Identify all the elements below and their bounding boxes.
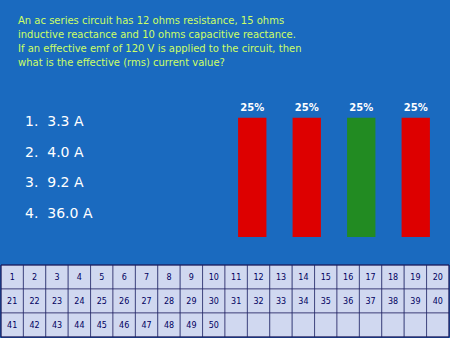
svg-text:3. 9.2 A: 3. 9.2 A <box>25 174 84 190</box>
svg-text:45: 45 <box>97 321 107 330</box>
svg-text:35: 35 <box>321 297 331 306</box>
svg-text:34: 34 <box>298 297 308 306</box>
svg-text:4: 4 <box>77 273 82 282</box>
svg-text:7: 7 <box>144 273 149 282</box>
svg-text:inductive reactance and 10 ohm: inductive reactance and 10 ohms capaciti… <box>18 29 296 40</box>
svg-text:4. 36.0 A: 4. 36.0 A <box>25 205 93 221</box>
svg-text:16: 16 <box>343 273 353 282</box>
svg-text:23: 23 <box>52 297 62 306</box>
svg-text:1. 3.3 A: 1. 3.3 A <box>25 113 84 129</box>
svg-text:what is the effective (rms) cu: what is the effective (rms) current valu… <box>18 57 225 68</box>
svg-text:42: 42 <box>30 321 40 330</box>
svg-text:25%: 25% <box>349 102 373 113</box>
svg-text:33: 33 <box>276 297 286 306</box>
svg-text:47: 47 <box>142 321 152 330</box>
svg-text:11: 11 <box>231 273 241 282</box>
svg-text:5: 5 <box>99 273 104 282</box>
svg-text:19: 19 <box>410 273 420 282</box>
svg-text:39: 39 <box>410 297 420 306</box>
svg-text:9: 9 <box>189 273 194 282</box>
svg-text:41: 41 <box>7 321 17 330</box>
svg-text:25%: 25% <box>295 102 319 113</box>
svg-text:37: 37 <box>366 297 376 306</box>
svg-text:An ac series circuit has 12 oh: An ac series circuit has 12 ohms resista… <box>18 15 284 26</box>
svg-text:21: 21 <box>7 297 17 306</box>
svg-text:50: 50 <box>209 321 219 330</box>
svg-text:2. 4.0 A: 2. 4.0 A <box>25 144 84 160</box>
svg-text:46: 46 <box>119 321 129 330</box>
svg-text:26: 26 <box>119 297 129 306</box>
svg-text:31: 31 <box>231 297 241 306</box>
svg-text:20: 20 <box>433 273 443 282</box>
svg-text:8: 8 <box>166 273 171 282</box>
svg-text:10: 10 <box>209 273 219 282</box>
svg-text:30: 30 <box>209 297 219 306</box>
svg-text:24: 24 <box>74 297 84 306</box>
svg-text:48: 48 <box>164 321 174 330</box>
svg-text:25: 25 <box>97 297 107 306</box>
svg-text:18: 18 <box>388 273 398 282</box>
svg-text:6: 6 <box>122 273 127 282</box>
svg-text:15: 15 <box>321 273 331 282</box>
svg-text:14: 14 <box>298 273 308 282</box>
svg-text:49: 49 <box>186 321 196 330</box>
svg-text:32: 32 <box>254 297 264 306</box>
svg-text:44: 44 <box>74 321 84 330</box>
svg-text:2: 2 <box>32 273 37 282</box>
svg-text:38: 38 <box>388 297 398 306</box>
svg-text:If an effective emf of 120 V i: If an effective emf of 120 V is applied … <box>18 43 301 54</box>
svg-text:27: 27 <box>142 297 152 306</box>
svg-text:12: 12 <box>254 273 264 282</box>
svg-text:22: 22 <box>30 297 40 306</box>
svg-text:25%: 25% <box>404 102 428 113</box>
svg-text:36: 36 <box>343 297 353 306</box>
svg-text:40: 40 <box>433 297 443 306</box>
svg-text:29: 29 <box>186 297 196 306</box>
svg-text:3: 3 <box>54 273 59 282</box>
svg-text:17: 17 <box>366 273 376 282</box>
svg-text:25%: 25% <box>240 102 264 113</box>
svg-text:43: 43 <box>52 321 62 330</box>
svg-text:28: 28 <box>164 297 174 306</box>
svg-text:13: 13 <box>276 273 286 282</box>
svg-text:1: 1 <box>10 273 15 282</box>
